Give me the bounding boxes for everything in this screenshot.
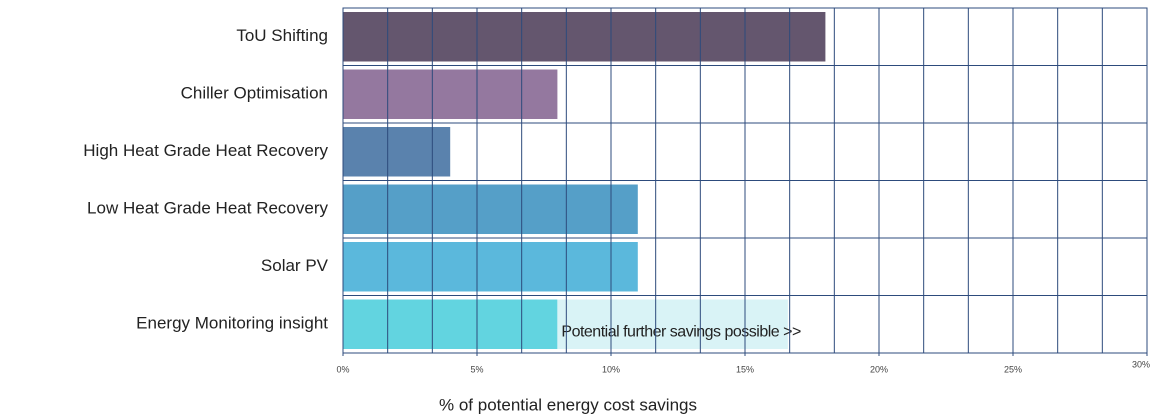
annotation-box (557, 299, 788, 349)
x-tick-label: 15% (736, 364, 754, 374)
y-tick-label: Solar PV (261, 256, 329, 275)
x-tick-label: 20% (870, 364, 888, 374)
y-tick-label: Energy Monitoring insight (136, 314, 328, 333)
y-tick-label: High Heat Grade Heat Recovery (83, 141, 328, 160)
x-axis-label: % of potential energy cost savings (439, 395, 697, 414)
annotation-text: Potential further savings possible >> (561, 323, 801, 340)
y-tick-label: Low Heat Grade Heat Recovery (87, 199, 328, 218)
bar (343, 69, 558, 119)
bar (343, 12, 826, 62)
x-tick-label: 30% (1132, 359, 1150, 369)
x-tick-label: 25% (1004, 364, 1022, 374)
x-tick-label: 5% (470, 364, 483, 374)
bar (343, 184, 638, 234)
x-tick-label: 0% (336, 364, 349, 374)
y-tick-label: Chiller Optimisation (181, 84, 328, 103)
x-tick-label: 10% (602, 364, 620, 374)
bar (343, 299, 558, 349)
bar (343, 242, 638, 292)
y-tick-label: ToU Shifting (236, 26, 328, 45)
bar (343, 127, 451, 177)
